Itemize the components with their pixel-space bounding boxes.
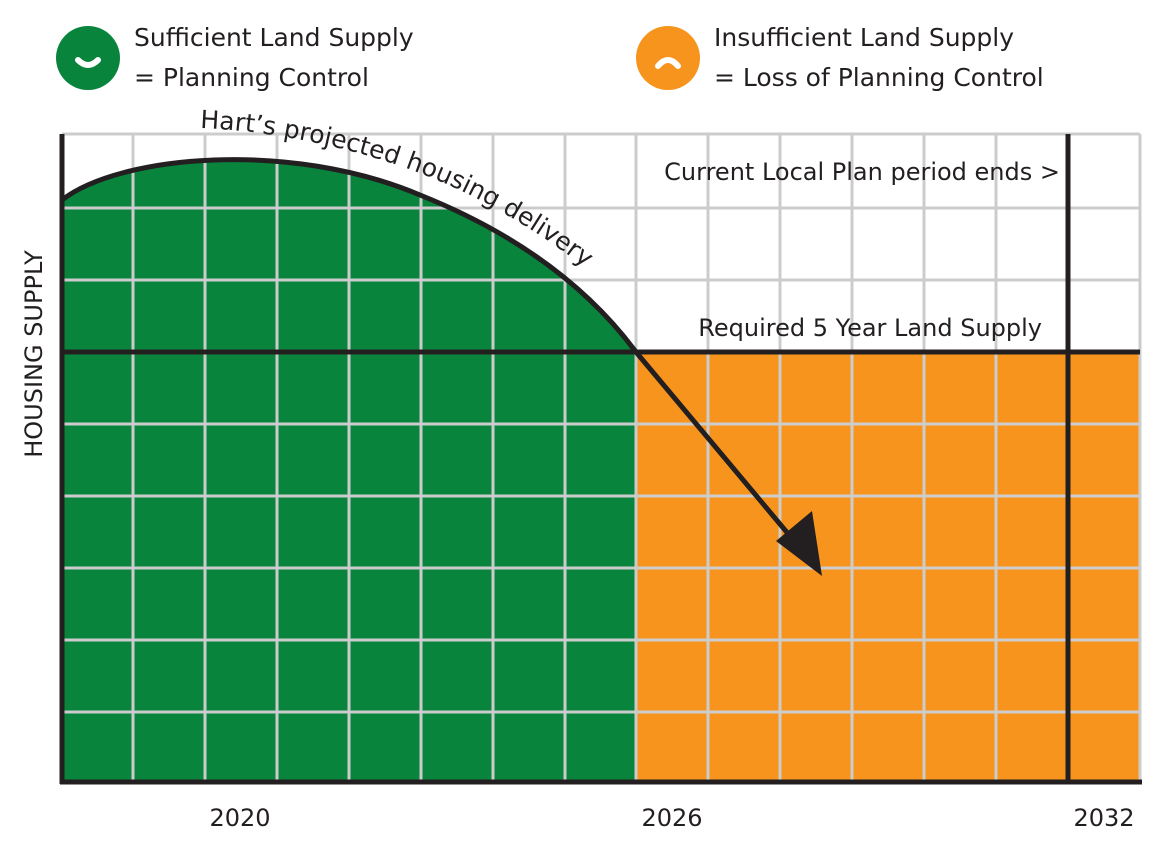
x-tick-label: 2020	[209, 804, 270, 832]
plan-end-label: Current Local Plan period ends >	[664, 158, 1060, 186]
arrowhead-icon	[776, 511, 822, 576]
legend-sufficient-line2: = Planning Control	[134, 63, 369, 92]
legend-insufficient-line1: Insufficient Land Supply	[714, 23, 1015, 52]
legend-insufficient-line2: = Loss of Planning Control	[714, 63, 1044, 92]
grid	[62, 132, 1142, 782]
y-axis-label: HOUSING SUPPLY	[20, 250, 48, 458]
legend-insufficient-text: Insufficient Land Supply = Loss of Plann…	[714, 18, 1044, 98]
smile-icon	[56, 26, 120, 90]
threshold-label: Required 5 Year Land Supply	[698, 314, 1042, 342]
legend-sufficient-text: Sufficient Land Supply = Planning Contro…	[134, 18, 414, 98]
projected-delivery-curve	[60, 157, 639, 354]
x-tick-label: 2032	[1073, 804, 1134, 832]
x-tick-label: 2026	[641, 804, 702, 832]
legend-sufficient-line1: Sufficient Land Supply	[134, 23, 414, 52]
projected-delivery-arrow-line	[634, 350, 802, 550]
frown-icon	[636, 26, 700, 90]
